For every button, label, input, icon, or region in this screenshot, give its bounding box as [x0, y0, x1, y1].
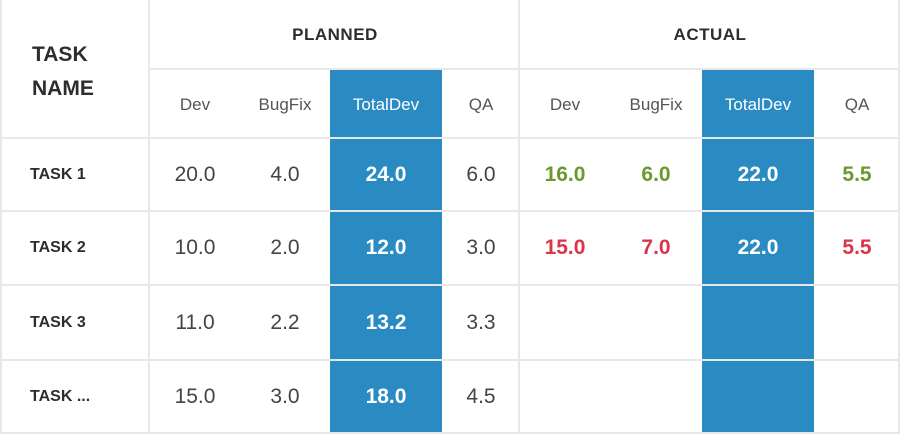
planned-dev-value: 11.0 [175, 310, 215, 334]
task-name-header-line: NAME [32, 77, 94, 100]
row-divider [0, 432, 900, 434]
actual-totaldev-value: 22.0 [737, 236, 779, 259]
planned-totaldev-value: 12.0 [365, 236, 407, 259]
task-label: TASK 1 [30, 165, 86, 183]
planned-bugfix-value: 4.0 [270, 162, 300, 186]
planned-dev-header: Dev [179, 95, 211, 114]
planned-group-header: PLANNED [292, 25, 378, 44]
planned-totaldev-value: 13.2 [365, 310, 407, 334]
row-divider [0, 359, 900, 361]
planned-totaldev-header: TotalDev [352, 95, 420, 114]
actual-totaldev-header: TotalDev [724, 95, 792, 114]
row-divider [0, 210, 900, 212]
planned-totaldev-value: 18.0 [365, 385, 407, 408]
column-divider [0, 0, 2, 434]
planned-bugfix-value: 3.0 [270, 385, 300, 408]
column-divider [898, 0, 900, 434]
task-label: TASK ... [30, 388, 91, 405]
planned-totaldev-value: 24.0 [365, 162, 407, 186]
actual-dev-header: Dev [549, 95, 581, 114]
column-divider [148, 0, 150, 434]
planned-qa-value: 6.0 [466, 162, 496, 186]
task-label: TASK 2 [30, 239, 86, 256]
planned-qa-value: 3.3 [466, 310, 496, 334]
actual-qa-header: QA [844, 95, 870, 114]
row-divider [150, 68, 900, 70]
actual-totaldev-highlight [702, 70, 814, 434]
actual-qa-value: 5.5 [842, 162, 872, 186]
actual-group-header: ACTUAL [673, 25, 747, 44]
planned-qa-header: QA [468, 95, 494, 114]
actual-dev-value: 15.0 [544, 236, 586, 259]
task-label: TASK 3 [30, 313, 86, 331]
actual-dev-value: 16.0 [544, 162, 586, 186]
actual-bugfix-value: 7.0 [641, 236, 671, 259]
actual-bugfix-header: BugFix [629, 95, 683, 114]
planned-totaldev-highlight [330, 70, 442, 434]
row-divider [0, 284, 900, 286]
column-divider [518, 0, 520, 434]
actual-bugfix-value: 6.0 [641, 162, 671, 186]
planned-dev-value: 15.0 [174, 385, 216, 408]
planned-bugfix-value: 2.0 [270, 236, 300, 259]
planned-qa-value: 3.0 [466, 236, 496, 259]
actual-totaldev-value: 22.0 [737, 162, 779, 186]
planned-dev-value: 10.0 [174, 236, 216, 259]
row-divider [0, 137, 900, 139]
task-name-header-line: TASK [32, 43, 88, 66]
actual-qa-value: 5.5 [842, 236, 872, 259]
planned-bugfix-value: 2.2 [270, 310, 300, 334]
planned-bugfix-header: BugFix [258, 95, 312, 114]
planned-qa-value: 4.5 [466, 385, 496, 408]
task-name-header: TASK NAME [32, 38, 142, 108]
planned-dev-value: 20.0 [174, 162, 216, 186]
